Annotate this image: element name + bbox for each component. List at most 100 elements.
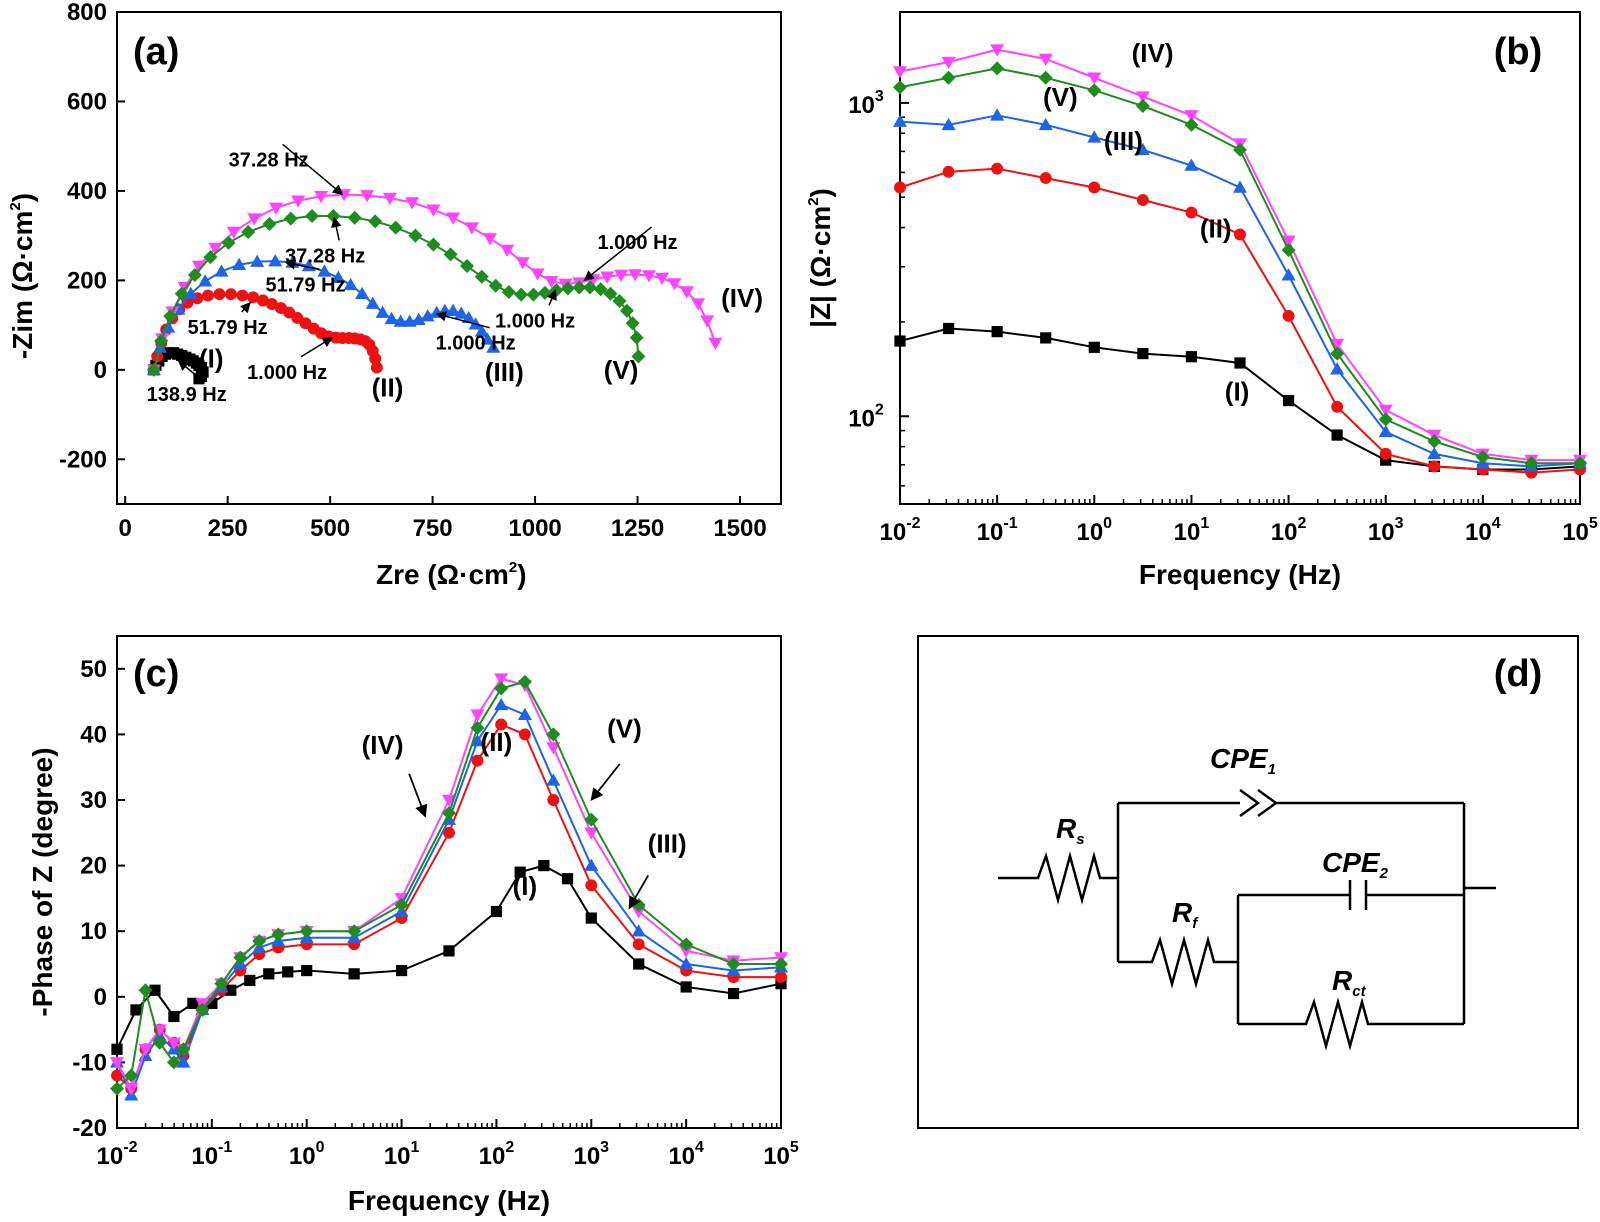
b-data-point — [990, 44, 1005, 57]
c-series-label: (III) — [648, 828, 687, 858]
b-x-tick-label: 104 — [1465, 515, 1501, 546]
a-data-point — [181, 296, 194, 309]
b-data-point — [1330, 362, 1345, 375]
a-data-point — [174, 286, 189, 301]
c-data-point — [394, 897, 409, 912]
c-data-point — [585, 879, 598, 892]
b-data-point — [1234, 357, 1246, 369]
a-frequency-annotation: 138.9 Hz — [147, 384, 227, 406]
a-data-point — [460, 259, 475, 274]
b-data-point — [1233, 142, 1247, 157]
a-frequency-annotation: 37.28 Hz — [285, 245, 365, 267]
panel-d-frame — [917, 635, 1579, 1129]
panel-c-label: (c) — [133, 653, 179, 695]
a-data-point — [628, 269, 643, 282]
c-x-tick-label: 101 — [384, 1139, 420, 1170]
a-data-point — [183, 286, 198, 300]
c-data-point — [244, 974, 256, 986]
b-data-point — [1087, 83, 1102, 98]
a-series-label: (II) — [372, 373, 404, 403]
b-data-point — [1184, 110, 1199, 123]
c-x-tick-label: 104 — [668, 1139, 704, 1170]
a-annotation-arrow — [177, 360, 202, 380]
b-x-tick-label: 10-2 — [880, 515, 921, 546]
a-data-point — [388, 220, 403, 235]
c-data-point — [263, 968, 275, 980]
c-data-point — [631, 906, 646, 919]
a-annotation-arrow — [282, 143, 344, 196]
panel-b-bode-magnitude-plot: 10-2 10-1 100 101 102 103 104 105 102 103 (I) (II)… — [805, 11, 1598, 590]
a-data-point — [382, 192, 397, 206]
a-data-point — [464, 222, 479, 235]
a-data-point — [269, 202, 284, 215]
c-data-point — [271, 927, 286, 942]
b-data-point — [894, 335, 906, 347]
c-series-label: (IV) — [362, 730, 404, 760]
a-data-point — [370, 361, 383, 374]
cpe1-element — [1118, 788, 1464, 818]
resistor-rct — [1238, 997, 1464, 1051]
c-data-point — [124, 1083, 139, 1096]
c-y-tick-label: 10 — [80, 918, 107, 945]
a-data-point — [247, 213, 262, 226]
c-y-tick-label: 0 — [94, 984, 107, 1011]
a-y-tick-label: 800 — [67, 0, 107, 26]
b-x-tick-label: 103 — [1368, 515, 1404, 546]
a-data-point — [232, 257, 247, 270]
a-data-point — [426, 204, 441, 217]
a-frequency-annotation: 1.000 Hz — [598, 232, 678, 254]
c-data-point — [775, 971, 787, 984]
a-data-point — [355, 286, 370, 300]
c-data-point — [166, 1055, 181, 1070]
c-label-arrow — [408, 773, 428, 818]
a-data-point — [408, 228, 423, 243]
c-x-tick-label: 103 — [573, 1139, 609, 1170]
c-x-tick-label: 100 — [289, 1139, 325, 1170]
a-data-point — [226, 226, 241, 240]
b-x-tick-label: 101 — [1174, 515, 1210, 546]
b-data-point — [1184, 158, 1199, 171]
c-x-tick-label: 10-1 — [191, 1139, 232, 1170]
c-data-point — [494, 673, 509, 686]
c-data-point — [299, 924, 314, 939]
a-data-point — [420, 309, 435, 322]
a-data-point — [365, 296, 380, 309]
c-data-point — [514, 866, 526, 878]
b-data-point — [990, 108, 1005, 121]
c-label-arrow — [628, 874, 649, 910]
a-data-point — [405, 197, 420, 210]
a-x-tick-label: 1500 — [713, 515, 766, 542]
b-data-point — [941, 70, 956, 85]
a-data-point — [191, 260, 206, 274]
a-data-point — [582, 280, 597, 295]
c-data-point — [517, 707, 532, 720]
c-data-point — [584, 812, 599, 827]
a-data-point — [625, 316, 640, 331]
c-data-point — [348, 968, 360, 980]
c-data-point — [584, 827, 599, 840]
c-y-tick-label: 50 — [80, 656, 107, 683]
b-data-point — [1038, 70, 1053, 85]
a-data-point — [262, 217, 277, 232]
c-data-point — [470, 733, 485, 747]
b-data-point — [990, 61, 1005, 76]
c-data-point — [187, 997, 199, 1009]
c-data-point — [679, 957, 694, 970]
b-data-point — [1380, 454, 1392, 466]
a-data-point — [214, 264, 229, 277]
a-x-tick-label: 1000 — [508, 515, 561, 542]
a-data-point — [560, 281, 575, 296]
a-data-point — [247, 291, 260, 304]
c-data-point — [494, 681, 509, 696]
b-x-tick-label: 105 — [1562, 515, 1598, 546]
b-data-point — [1038, 53, 1053, 67]
a-series-label: (IV) — [721, 283, 763, 313]
b-series-label: (II) — [1200, 214, 1232, 244]
panel-a-x-axis-label: Zre (Ω·cm2) — [376, 559, 527, 590]
c-data-point — [546, 727, 561, 742]
b-data-point — [1428, 460, 1441, 473]
b-data-point — [1087, 130, 1102, 143]
c-data-point — [494, 697, 509, 711]
a-data-point — [691, 298, 706, 311]
c-data-point — [282, 966, 294, 978]
